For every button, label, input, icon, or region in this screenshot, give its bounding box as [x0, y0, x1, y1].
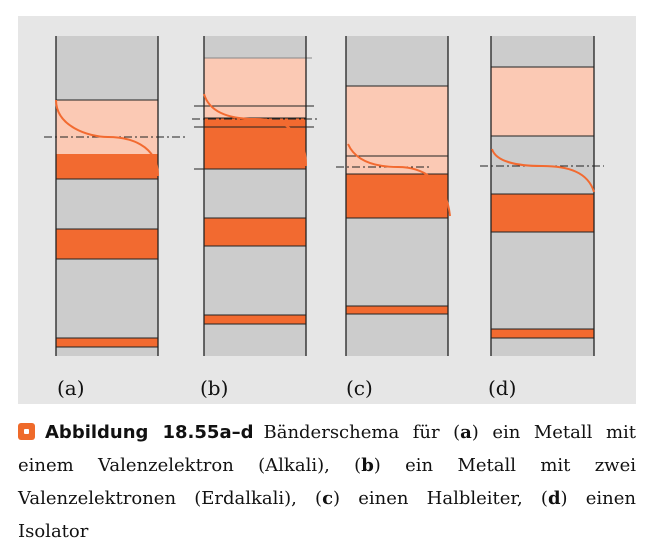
energy-band-b-3	[204, 118, 306, 169]
label-a: (a)	[57, 376, 85, 400]
energy-band-a-2	[56, 229, 158, 259]
energy-band-a-3	[56, 338, 158, 347]
figure-caption: Abbildung 18.55a–d Bänderschema für (a) e…	[18, 416, 636, 548]
energy-band-b-2	[204, 106, 306, 118]
column-a	[56, 36, 158, 356]
energy-band-c-1	[346, 156, 448, 174]
caption-marker-icon	[18, 423, 35, 440]
caption-text-1: Bänderschema für (	[263, 422, 461, 443]
energy-band-b-4	[204, 218, 306, 246]
figure-panel: (a) (b) (c) (d)	[18, 16, 636, 404]
caption-ref-b: b	[361, 455, 374, 476]
energy-band-d-2	[491, 329, 594, 338]
energy-band-c-3	[346, 306, 448, 314]
energy-band-d-0	[491, 67, 594, 136]
caption-ref-c: c	[322, 488, 334, 509]
energy-band-a-1	[56, 154, 158, 179]
energy-band-c-2	[346, 174, 448, 218]
label-b: (b)	[200, 376, 229, 400]
fermi-curve-a	[55, 99, 159, 177]
caption-text-3: ) ein Metall mit zwei Valenzelektronen (…	[18, 455, 636, 509]
caption-ref-d: d	[547, 488, 561, 509]
fermi-curve-b	[203, 93, 307, 167]
energy-band-c-0	[346, 86, 448, 156]
label-d: (d)	[488, 376, 517, 400]
figure-label: Abbildung 18.55a–d	[45, 422, 254, 443]
caption-text-4: ) einen Halbleiter, (	[333, 488, 548, 509]
caption-text-2: ) ein Metall mit einem Valenzelektron (A…	[18, 422, 636, 476]
energy-band-b-0	[204, 58, 306, 94]
energy-band-b-1	[204, 94, 306, 106]
label-c: (c)	[346, 376, 373, 400]
band-diagram	[44, 36, 604, 356]
fermi-curve-d	[491, 148, 595, 193]
energy-band-d-1	[491, 194, 594, 232]
energy-band-b-5	[204, 315, 306, 324]
caption-ref-a: a	[460, 422, 472, 443]
fermi-curve-c	[347, 143, 451, 217]
